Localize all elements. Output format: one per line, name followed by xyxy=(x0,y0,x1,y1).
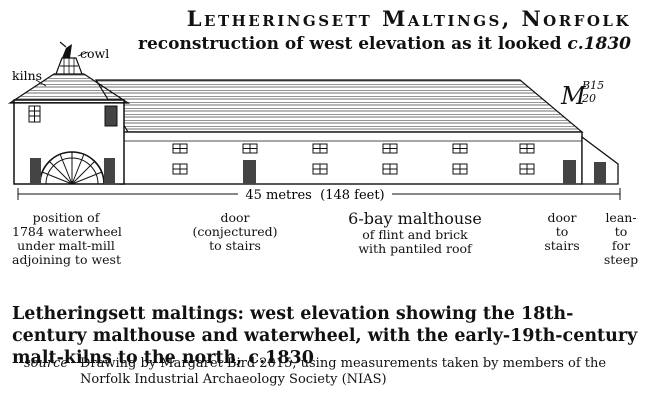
subtitle: reconstruction of west elevation as it l… xyxy=(138,34,631,54)
kiln-roof xyxy=(7,73,131,104)
leanto xyxy=(581,135,619,185)
subtitle-date: c.1830 xyxy=(567,34,631,54)
leanto-label: lean- to for steep xyxy=(603,210,639,267)
malthouse-windows xyxy=(172,143,535,175)
kilns-label: kilns xyxy=(12,68,42,83)
leanto-door xyxy=(594,162,606,184)
malthouse-roof xyxy=(94,79,584,133)
source-text: Drawing by Margaret Bird 2015, using mea… xyxy=(80,356,607,387)
svg-text:20: 20 xyxy=(581,92,596,105)
malthouse-wall xyxy=(119,131,583,185)
waterwheel-icon xyxy=(39,151,105,185)
malthouse-label: 6-bay malthouse of flint and brick with … xyxy=(348,209,482,256)
signature: M B15 20 xyxy=(560,79,604,110)
svg-text:B15: B15 xyxy=(581,79,604,92)
door-conjectured xyxy=(243,160,256,184)
kiln-windows xyxy=(28,105,118,127)
waterwheel-label: position of 1784 waterwheel under malt-m… xyxy=(12,210,122,267)
title-county: , Norfolk xyxy=(501,6,631,31)
door-to-stairs xyxy=(563,160,576,184)
door-stairs-label: door to stairs xyxy=(544,210,580,253)
signature-mark: M xyxy=(560,82,587,110)
kiln-door-left xyxy=(30,158,41,184)
title: Letheringsett Maltings, Norfolk xyxy=(187,6,631,31)
kiln-door-right xyxy=(104,158,115,184)
source-tag: source xyxy=(24,356,69,371)
door-conjectured-label: door (conjectured) to stairs xyxy=(192,210,278,253)
subtitle-prefix: reconstruction of west elevation as it l… xyxy=(138,34,568,54)
measure-label: 45 metres (148 feet) xyxy=(245,188,384,203)
measure-line xyxy=(17,188,621,200)
cowl-icon xyxy=(55,41,83,75)
caption: Letheringsett maltings: west elevation s… xyxy=(12,304,638,368)
title-main: Letheringsett Maltings xyxy=(186,6,502,31)
cowl-label: cowl xyxy=(80,46,109,61)
